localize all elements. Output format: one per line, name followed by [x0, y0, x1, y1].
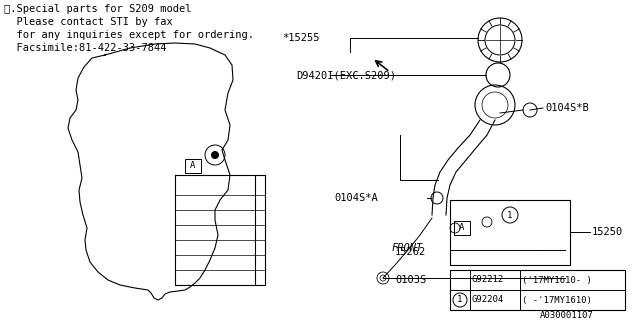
Text: 1: 1	[508, 211, 513, 220]
Text: 1: 1	[458, 295, 463, 305]
Text: A030001107: A030001107	[540, 310, 594, 319]
Circle shape	[211, 151, 219, 159]
Text: 0103S: 0103S	[395, 275, 426, 285]
Text: Please contact STI by fax: Please contact STI by fax	[4, 17, 173, 27]
Text: D9420I(EXC.S209): D9420I(EXC.S209)	[296, 70, 396, 80]
Text: 15262: 15262	[395, 247, 426, 257]
Text: for any inquiries except for ordering.: for any inquiries except for ordering.	[4, 30, 254, 40]
Bar	[454, 221, 470, 235]
Text: ※.Special parts for S209 model: ※.Special parts for S209 model	[4, 4, 191, 14]
Text: A: A	[460, 223, 465, 233]
Text: 0104S*A: 0104S*A	[334, 193, 378, 203]
Text: FRONT: FRONT	[392, 243, 423, 253]
Text: G92212: G92212	[472, 276, 504, 284]
Bar	[450, 200, 570, 265]
Bar	[185, 159, 201, 173]
Text: A: A	[190, 162, 196, 171]
Text: ( -'17MY1610): ( -'17MY1610)	[522, 295, 592, 305]
Text: ('17MY1610- ): ('17MY1610- )	[522, 276, 592, 284]
Text: 15250: 15250	[592, 227, 623, 237]
Text: Facsimile:81-422-33-7844: Facsimile:81-422-33-7844	[4, 43, 166, 53]
Bar	[450, 270, 625, 310]
Text: 0104S*B: 0104S*B	[545, 103, 589, 113]
Text: G92204: G92204	[472, 295, 504, 305]
Text: *15255: *15255	[282, 33, 320, 43]
